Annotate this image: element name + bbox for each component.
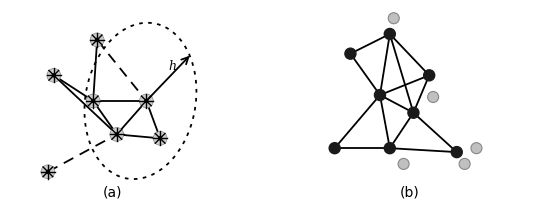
Circle shape <box>375 89 385 101</box>
Circle shape <box>96 38 99 41</box>
Circle shape <box>398 158 409 169</box>
Circle shape <box>90 33 104 47</box>
Text: (b): (b) <box>400 185 419 199</box>
Circle shape <box>388 13 399 24</box>
Circle shape <box>110 128 124 141</box>
Circle shape <box>145 100 148 103</box>
Circle shape <box>46 170 50 173</box>
Circle shape <box>384 28 395 40</box>
Circle shape <box>139 94 153 108</box>
Circle shape <box>153 131 167 145</box>
Circle shape <box>86 94 100 108</box>
Circle shape <box>345 48 356 59</box>
Text: h: h <box>168 60 176 73</box>
Circle shape <box>47 68 61 82</box>
Circle shape <box>451 147 462 158</box>
Circle shape <box>408 107 419 118</box>
Circle shape <box>52 74 55 77</box>
Circle shape <box>115 133 118 136</box>
Circle shape <box>158 137 162 140</box>
Circle shape <box>471 143 482 154</box>
Circle shape <box>424 70 435 81</box>
Circle shape <box>92 100 94 103</box>
Circle shape <box>428 91 438 103</box>
Circle shape <box>459 158 470 169</box>
Circle shape <box>329 143 340 154</box>
Circle shape <box>41 165 55 179</box>
Text: (a): (a) <box>103 185 123 199</box>
Circle shape <box>384 143 395 154</box>
